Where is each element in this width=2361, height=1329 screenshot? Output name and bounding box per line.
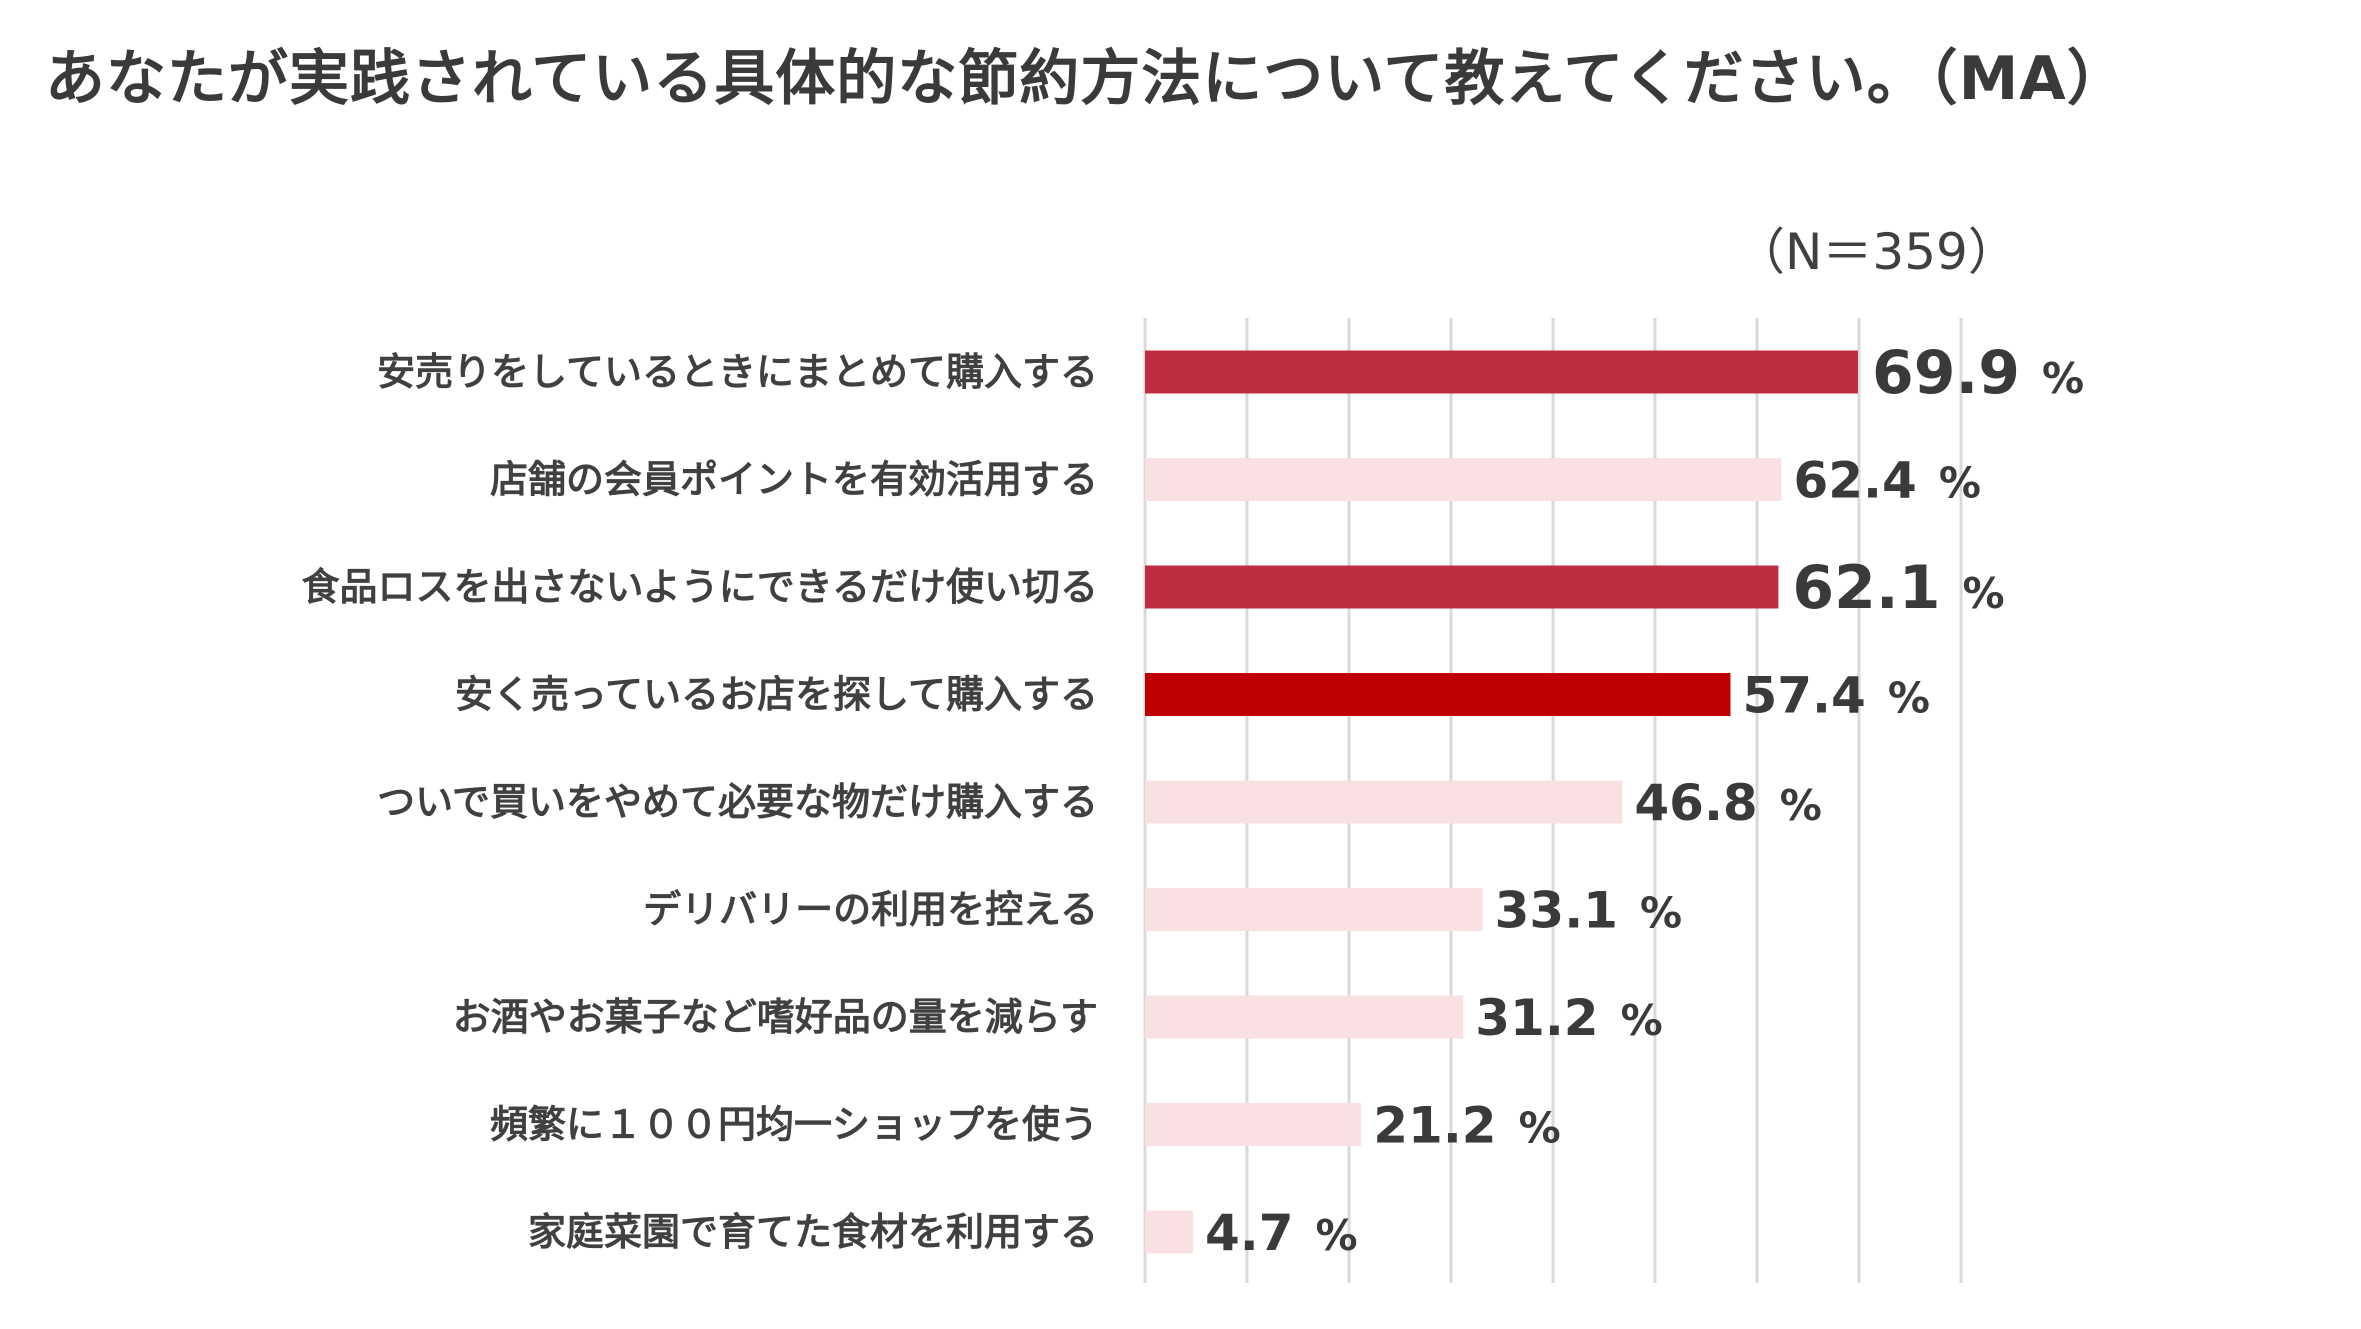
- data-label-value: 21.2: [1373, 1097, 1496, 1155]
- category-label: 安売りをしているときにまとめて購入する: [377, 350, 1098, 394]
- data-label-value: 33.1: [1495, 882, 1618, 940]
- bar: [1145, 673, 1731, 716]
- data-label: 4.7%: [1205, 1204, 1358, 1262]
- data-label-unit: %: [1939, 459, 1981, 508]
- data-label-value: 62.4: [1793, 452, 1916, 510]
- data-label: 21.2%: [1373, 1097, 1560, 1155]
- bar: [1145, 350, 1858, 394]
- category-label: 家庭菜園で育てた食材を利用する: [528, 1210, 1098, 1254]
- data-label-unit: %: [1640, 889, 1682, 938]
- data-label: 62.1%: [1792, 553, 2004, 623]
- bar: [1145, 458, 1782, 501]
- bar: [1145, 565, 1779, 609]
- category-label: 安く売っているお店を探して購入する: [455, 673, 1098, 717]
- category-label: お酒やお菓子など嗜好品の量を減らす: [453, 995, 1098, 1039]
- data-label: 57.4%: [1742, 667, 1929, 725]
- chart-title: あなたが実践されている具体的な節約方法について教えてください。（MA）: [45, 44, 2128, 114]
- data-label-value: 62.1: [1792, 553, 1940, 623]
- bar: [1145, 1103, 1362, 1146]
- bar: [1145, 1210, 1193, 1254]
- data-label-value: 4.7: [1205, 1204, 1294, 1262]
- category-label: ついで買いをやめて必要な物だけ購入する: [377, 780, 1098, 824]
- data-label: 69.9%: [1872, 338, 2084, 408]
- category-label: 頻繁に１００円均一ショップを使う: [490, 1103, 1098, 1147]
- data-label: 62.4%: [1793, 452, 1980, 510]
- data-label-value: 31.2: [1475, 989, 1598, 1047]
- data-label-unit: %: [1621, 996, 1663, 1045]
- bar: [1145, 995, 1464, 1039]
- bar: [1145, 888, 1483, 931]
- data-label-unit: %: [2042, 354, 2084, 403]
- data-label-unit: %: [1780, 781, 1822, 830]
- sample-size-label: （N＝359）: [1735, 223, 2018, 281]
- category-label: 食品ロスを出さないようにできるだけ使い切る: [302, 565, 1098, 609]
- data-label-unit: %: [1962, 569, 2004, 618]
- data-label: 31.2%: [1475, 989, 1662, 1047]
- data-label-unit: %: [1888, 674, 1930, 723]
- category-label: 店舗の会員ポイントを有効活用する: [490, 458, 1098, 502]
- data-label-unit: %: [1519, 1104, 1561, 1153]
- data-label: 46.8%: [1634, 774, 1821, 832]
- data-label: 33.1%: [1495, 882, 1682, 940]
- category-label: デリバリーの利用を控える: [643, 888, 1098, 932]
- data-label-value: 57.4: [1742, 667, 1865, 725]
- bar: [1145, 780, 1623, 824]
- data-label-value: 69.9: [1872, 338, 2020, 408]
- data-label-unit: %: [1316, 1211, 1358, 1260]
- data-label-value: 46.8: [1634, 774, 1757, 832]
